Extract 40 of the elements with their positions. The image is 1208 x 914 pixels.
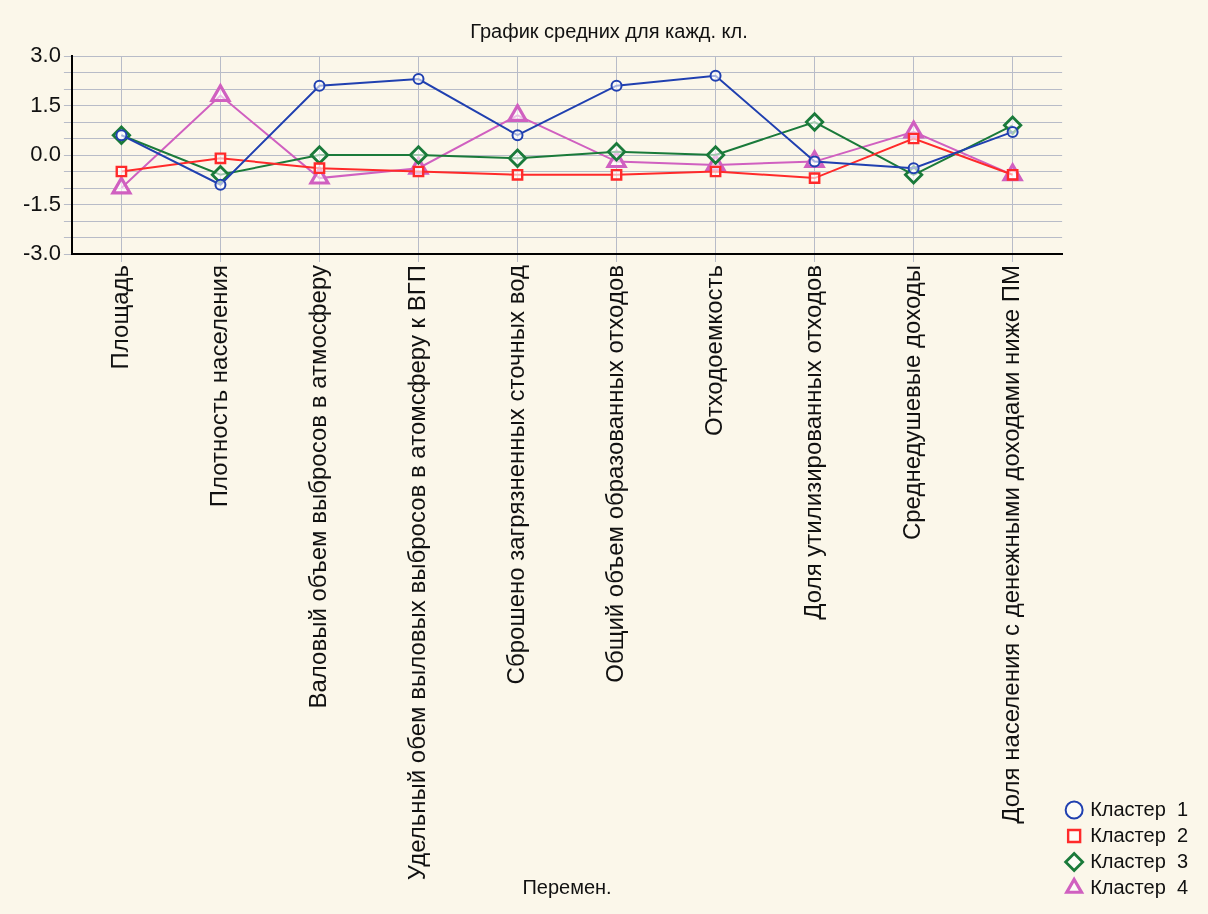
point <box>214 178 227 191</box>
point <box>709 165 722 178</box>
x-tick-label: Удельный обем выловых выбросов в атомсферу к ВГП <box>403 265 431 881</box>
point <box>210 84 231 103</box>
y-tick-label: -1.5 <box>22 190 61 216</box>
x-tick-label: Доля населения с денежными доходами ниже ПМ <box>997 265 1025 824</box>
legend-label: Кластер 1 <box>1090 797 1189 820</box>
point <box>507 148 528 168</box>
legend-label: Кластер 2 <box>1090 823 1189 846</box>
x-tick-label: Среднедушевые доходы <box>898 265 926 541</box>
x-tick-label: Плотность населения <box>205 265 233 508</box>
point <box>808 172 821 184</box>
x-tick-label: Отходоемкость <box>700 265 728 437</box>
x-tick-label: Валовый объем выбросов в атмосферу <box>304 265 332 709</box>
point <box>412 73 425 86</box>
point <box>907 132 920 145</box>
point <box>115 165 128 178</box>
point <box>511 168 524 181</box>
y-tick-label: 3.0 <box>30 42 61 68</box>
x-tick-label: Общий объем образованных отходов <box>601 265 629 683</box>
legend-label: Кластер 3 <box>1090 849 1189 872</box>
point <box>214 152 227 165</box>
point <box>408 145 429 165</box>
x-tick-label: Площадь <box>106 265 134 370</box>
point <box>709 69 722 82</box>
point <box>313 79 326 92</box>
x-tick-label: Доля утилизированных отходов <box>799 265 827 620</box>
y-tick-label: 1.5 <box>30 91 61 117</box>
point <box>705 145 726 165</box>
point <box>804 112 825 132</box>
point <box>610 168 623 181</box>
point <box>610 79 623 92</box>
y-tick-label: -3.0 <box>22 240 61 266</box>
legend-label: Кластер 4 <box>1090 875 1189 898</box>
chart-title: График средних для кажд. кл. <box>470 19 748 42</box>
y-tick-label: 0.0 <box>30 141 61 167</box>
x-axis-title: Перемен. <box>522 875 612 898</box>
point <box>511 129 524 142</box>
x-tick-label: Сброшено загрязненных сточных вод <box>502 265 530 685</box>
point <box>606 142 627 162</box>
